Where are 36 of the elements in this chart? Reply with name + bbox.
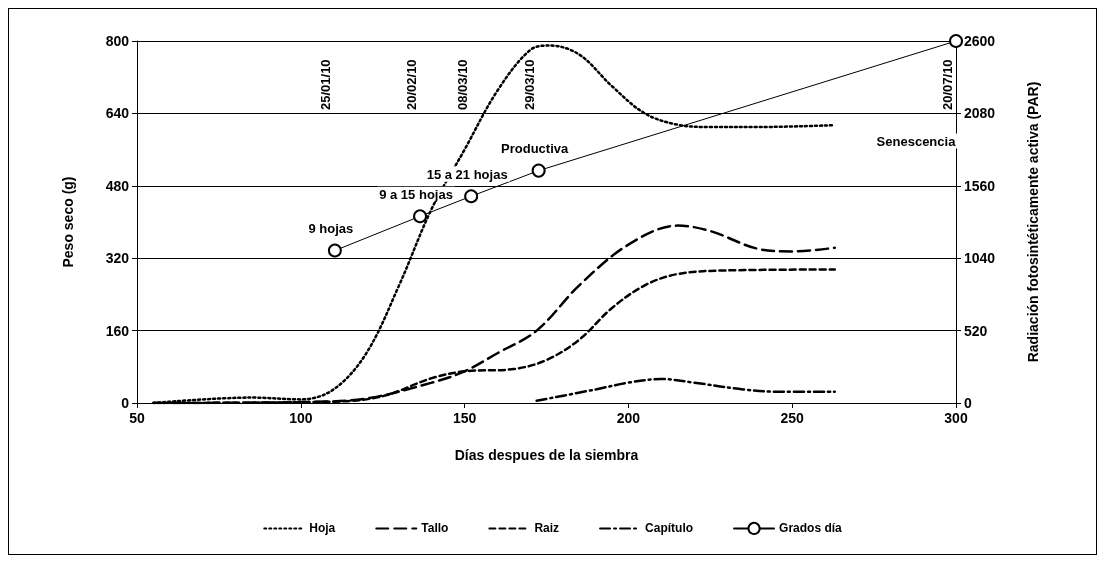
y-tick-label: 0: [121, 395, 130, 411]
x-tick-label: 300: [944, 410, 968, 426]
x-tick-label: 250: [780, 410, 805, 426]
annotation: 08/03/10: [454, 59, 470, 110]
legend-label: Raiz: [534, 521, 560, 536]
annotation: 20/02/10: [403, 59, 419, 110]
legend-label: Tallo: [421, 521, 449, 536]
annotation: 15 a 21 hojas: [426, 166, 508, 182]
annotation: Senescencia: [876, 133, 957, 149]
annotation: 9 hojas: [308, 221, 354, 237]
y-axis-title: Peso seco (g): [60, 176, 76, 268]
annotation: 20/07/10: [939, 59, 955, 110]
x-tick-label: 50: [129, 410, 145, 426]
y2-tick-label: 2080: [964, 105, 996, 122]
y-tick-label: 160: [105, 322, 130, 339]
annotation: 25/01/10: [318, 59, 334, 110]
annotation: Productiva: [501, 141, 569, 157]
legend-label: Hoja: [309, 521, 336, 536]
y2-tick-label: 2600: [964, 33, 996, 49]
x-tick-label: 150: [452, 410, 477, 426]
y-tick-label: 480: [105, 177, 130, 194]
y-tick-label: 640: [105, 105, 130, 122]
legend-label: Grados día: [779, 521, 843, 536]
x-tick-label: 100: [289, 410, 313, 426]
legend-label: Capítulo: [645, 521, 694, 536]
annotation: 29/03/10: [522, 59, 538, 110]
y-tick-label: 800: [105, 33, 130, 49]
y2-axis-title: Radiación fotosintéticamente activa (PAR): [1025, 81, 1041, 363]
y2-tick-label: 1040: [964, 250, 996, 267]
y2-tick-label: 1560: [964, 177, 996, 194]
y2-tick-label: 520: [964, 322, 988, 339]
annotation: 9 a 15 hojas: [379, 186, 453, 202]
y-tick-label: 320: [105, 250, 130, 267]
y2-tick-label: 0: [964, 395, 972, 411]
x-tick-label: 200: [616, 410, 641, 426]
x-axis-title: Días despues de la siembra: [454, 447, 639, 463]
